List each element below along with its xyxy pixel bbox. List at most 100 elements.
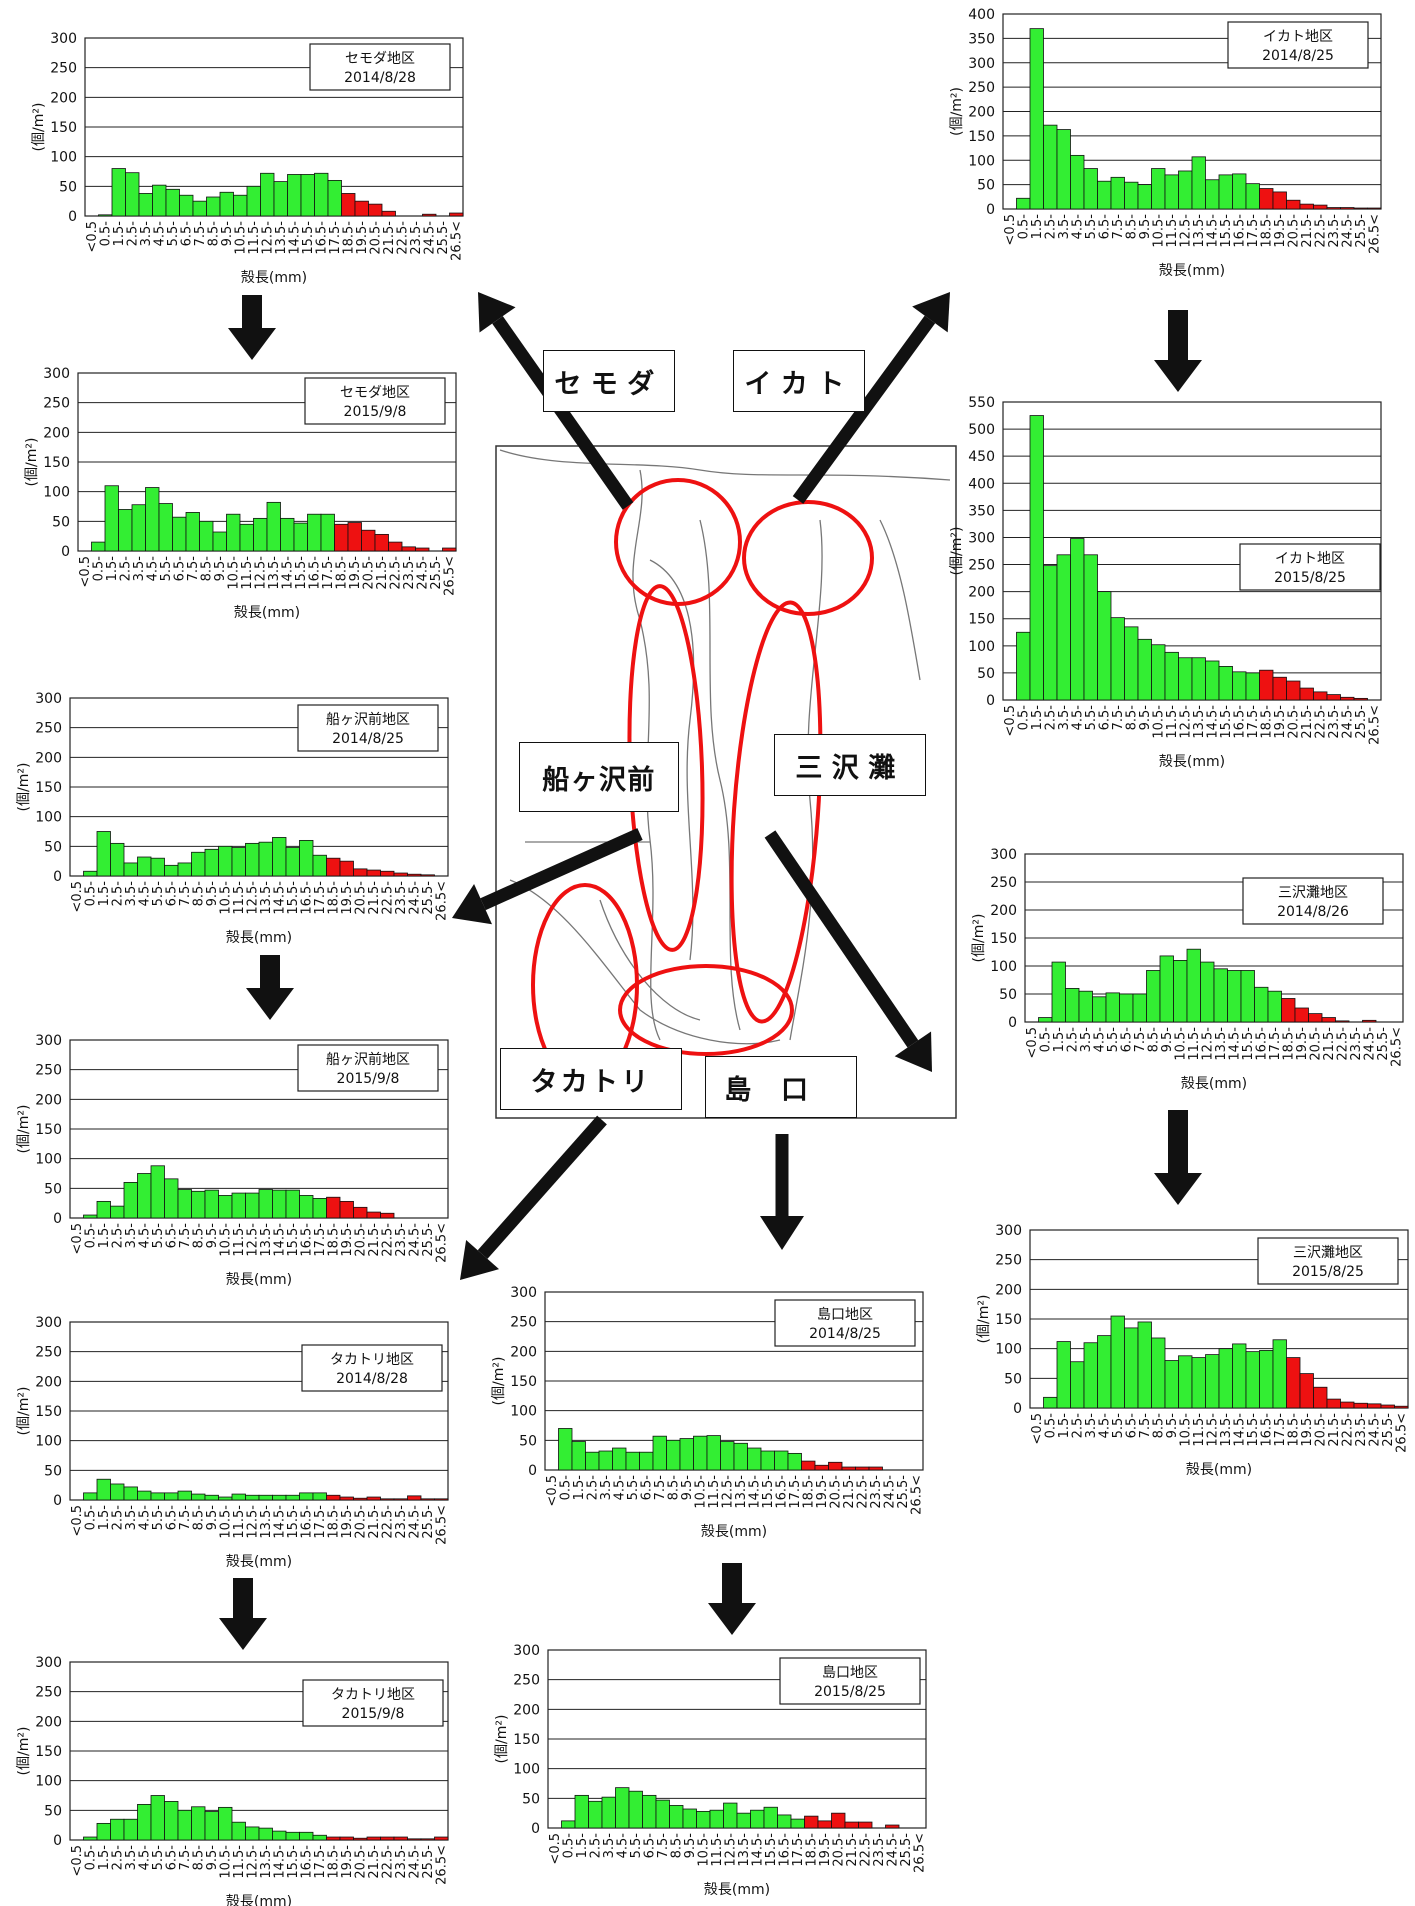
bar bbox=[96, 831, 111, 877]
x-tick-label: 21.5- bbox=[1322, 1027, 1337, 1061]
bar bbox=[652, 1435, 667, 1471]
y-tick-label: 200 bbox=[35, 1092, 62, 1108]
chart-title: 島口地区 bbox=[822, 1665, 878, 1681]
bar bbox=[179, 194, 194, 217]
bar bbox=[1245, 183, 1260, 210]
bar bbox=[790, 1818, 805, 1829]
bar bbox=[1083, 554, 1098, 701]
x-tick-label: 13.5- bbox=[1192, 705, 1207, 739]
arrow-shimaguchi-year-shaft bbox=[722, 1563, 742, 1605]
x-tick-label: 1.5- bbox=[1030, 705, 1045, 731]
x-tick-label: 0.5- bbox=[83, 1223, 98, 1249]
bar bbox=[1124, 181, 1139, 210]
bar bbox=[1029, 415, 1044, 701]
x-tick-label: 13.5- bbox=[259, 1223, 274, 1257]
y-tick-label: 50 bbox=[52, 514, 70, 530]
chart-date: 2015/9/8 bbox=[337, 1071, 400, 1087]
bar bbox=[1137, 184, 1152, 210]
x-tick-label: 26.5< bbox=[1367, 705, 1382, 745]
x-tick-label: 3.5- bbox=[124, 1505, 139, 1531]
x-tick-label: 23.5- bbox=[1327, 705, 1342, 739]
x-tick-label: 8.5- bbox=[1124, 705, 1139, 731]
bar bbox=[831, 1812, 846, 1829]
x-tick-label: 16.5- bbox=[774, 1475, 789, 1509]
x-axis-label: 殻長(mm) bbox=[226, 1894, 292, 1906]
x-tick-label: 24.5- bbox=[1340, 214, 1355, 248]
x-tick-label: 5.5- bbox=[1084, 705, 1099, 731]
x-tick-label: 6.5- bbox=[642, 1833, 657, 1859]
bar bbox=[1326, 1398, 1341, 1409]
bar bbox=[366, 1211, 381, 1219]
bar bbox=[204, 1189, 219, 1219]
legend-box bbox=[1227, 21, 1369, 69]
chart-title: イカト地区 bbox=[1263, 29, 1333, 45]
y-tick-label: 150 bbox=[43, 455, 70, 471]
x-tick-label: 21.5- bbox=[367, 1505, 382, 1539]
bar bbox=[123, 1181, 138, 1219]
x-tick-label: 0.5- bbox=[1016, 705, 1031, 731]
x-tick-label: 7.5- bbox=[1111, 214, 1126, 240]
x-tick-label: 14.5- bbox=[272, 881, 287, 915]
x-tick-label: 9.5- bbox=[1160, 1027, 1175, 1053]
bar bbox=[401, 546, 416, 552]
bar bbox=[588, 1800, 603, 1829]
x-tick-label: 8.5- bbox=[1124, 214, 1139, 240]
x-tick-label: 19.5- bbox=[818, 1833, 833, 1867]
x-tick-label: 11.5- bbox=[1165, 705, 1180, 739]
bar-chart: 0 50 100 150 200 250 300 350 400 450 500 550 <0.50.5… bbox=[949, 395, 1382, 770]
y-tick-label: 300 bbox=[35, 1655, 62, 1671]
y-tick-label: 300 bbox=[50, 31, 77, 47]
bar bbox=[1353, 1402, 1368, 1409]
x-tick-label: 24.5- bbox=[1340, 705, 1355, 739]
y-tick-label: 300 bbox=[968, 530, 995, 546]
bar bbox=[1164, 651, 1179, 701]
x-tick-label: 25.5- bbox=[1354, 214, 1369, 248]
y-tick-label: 300 bbox=[35, 1033, 62, 1049]
region-label-semoda: セモダ bbox=[543, 350, 675, 412]
x-tick-label: 9.5- bbox=[205, 1845, 220, 1871]
x-tick-label: 26.5< bbox=[434, 1505, 449, 1545]
arrow-to-misawanada-head bbox=[894, 1031, 932, 1072]
x-tick-label: 3.5- bbox=[124, 881, 139, 907]
x-tick-label: 7.5- bbox=[193, 221, 208, 247]
bar bbox=[1232, 671, 1247, 701]
y-tick-label: 250 bbox=[50, 61, 77, 77]
x-tick-label: 6.5- bbox=[164, 881, 179, 907]
y-tick-label: 200 bbox=[990, 903, 1017, 919]
bar bbox=[723, 1802, 738, 1829]
x-tick-label: 6.5- bbox=[164, 1223, 179, 1249]
x-tick-label: 18.5- bbox=[334, 556, 349, 590]
bar bbox=[299, 1831, 314, 1841]
bar bbox=[736, 1812, 751, 1829]
y-tick-label: 0 bbox=[1008, 1015, 1017, 1031]
x-tick-label: 13.5- bbox=[734, 1475, 749, 1509]
bar bbox=[380, 1212, 395, 1219]
bar bbox=[1200, 961, 1215, 1023]
x-tick-label: 2.5- bbox=[1043, 214, 1058, 240]
bar bbox=[407, 1838, 422, 1841]
x-tick-label: 12.5- bbox=[245, 881, 260, 915]
bar-chart: 0 50 100 150 200 250 300 <0.50.5-1.5-2.5-3.5-4.… bbox=[971, 847, 1404, 1092]
bar-chart: 0 50 100 150 200 250 300 350 400 <0.50.5-1.5-2.5-… bbox=[949, 7, 1382, 279]
x-tick-label: 13.5- bbox=[274, 221, 289, 255]
bar bbox=[393, 1498, 408, 1501]
bar bbox=[1124, 1327, 1139, 1409]
x-tick-label: 15.5- bbox=[286, 1845, 301, 1879]
chart-date: 2015/9/8 bbox=[342, 1706, 405, 1722]
region-label-takatori: タカトリ bbox=[500, 1048, 682, 1110]
legend-box bbox=[297, 1044, 439, 1092]
bar bbox=[1078, 990, 1093, 1023]
y-tick-label: 150 bbox=[968, 129, 995, 145]
bar bbox=[1272, 676, 1287, 701]
map-line bbox=[649, 559, 695, 961]
bar bbox=[1367, 1403, 1382, 1409]
x-tick-label: 1.5- bbox=[1057, 1413, 1072, 1439]
bar bbox=[601, 1796, 616, 1829]
bar bbox=[204, 1811, 219, 1841]
y-tick-label: 100 bbox=[35, 1774, 62, 1790]
y-tick-label: 200 bbox=[513, 1702, 540, 1718]
x-tick-label: 19.5- bbox=[340, 1845, 355, 1879]
bar bbox=[177, 1809, 192, 1841]
x-tick-label: 5.5- bbox=[1111, 1413, 1126, 1439]
y-tick-label: 200 bbox=[968, 585, 995, 601]
